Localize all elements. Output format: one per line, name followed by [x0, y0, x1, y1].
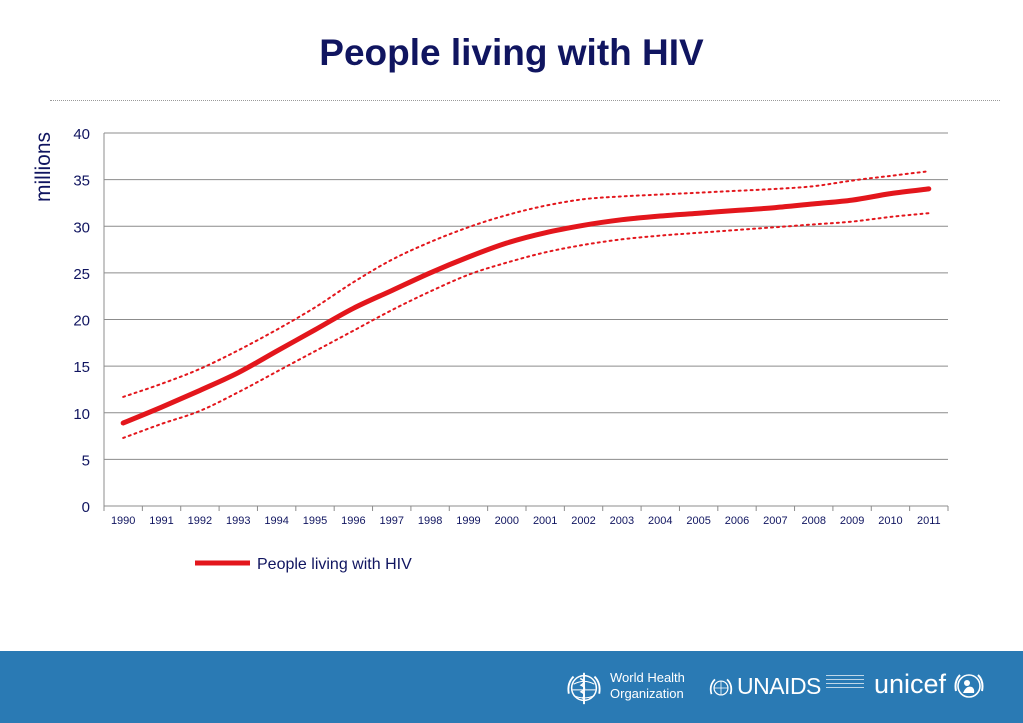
x-tick-label: 1995 [303, 515, 327, 527]
series-upper-bound [122, 170, 930, 398]
legend-label: People living with HIV [257, 556, 412, 573]
x-tick-label: 1991 [149, 515, 173, 527]
unicef-emblem-icon [954, 674, 984, 698]
y-tick-label: 20 [73, 313, 90, 330]
x-tick-label: 1999 [456, 515, 480, 527]
y-tick-label: 15 [73, 359, 90, 376]
x-tick-label: 1994 [264, 515, 288, 527]
x-tick-label: 2003 [610, 515, 634, 527]
tick-labels: 0 5 10 15 20 25 30 35 40 1990 1991 1992 1993 1994 1995… [73, 126, 940, 527]
x-tick-label: 1990 [111, 515, 135, 527]
hiv-line-chart: 0 5 10 15 20 25 30 35 40 1990 1991 1992 1993 1994 1995… [32, 126, 949, 573]
x-tick-label: 1992 [188, 515, 212, 527]
legend: People living with HIV [195, 556, 412, 573]
slide-title: People living with HIV [319, 32, 704, 73]
y-tick-label: 35 [73, 173, 90, 190]
who-emblem-icon [567, 672, 601, 705]
y-tick-label: 40 [73, 126, 90, 143]
who-line-2: Organization [610, 686, 684, 701]
unicef-wordmark: unicef [874, 669, 947, 699]
x-tick-label: 2002 [571, 515, 595, 527]
x-tick-label: 2006 [725, 515, 749, 527]
x-tick-label: 2001 [533, 515, 557, 527]
x-tick-label: 2009 [840, 515, 864, 527]
x-tick-label: 2007 [763, 515, 787, 527]
y-tick-label: 0 [82, 499, 90, 516]
gridlines [104, 132, 948, 460]
series-lower-bound [122, 212, 930, 439]
x-tick-label: 2011 [917, 515, 941, 527]
x-tick-label: 2005 [686, 515, 710, 527]
x-tick-label: 1996 [341, 515, 365, 527]
series-people-living-with-hiv [120, 186, 932, 426]
axes [103, 133, 949, 511]
x-tick-label: 2008 [801, 515, 825, 527]
x-tick-label: 1997 [379, 515, 403, 527]
y-axis-label: millions [32, 132, 55, 202]
x-tick-label: 1998 [418, 515, 442, 527]
footer-bar: World Health Organization UNAIDS unicef [0, 651, 1023, 723]
un-emblem-icon [709, 678, 733, 696]
y-tick-label: 30 [73, 219, 90, 236]
x-tick-label: 2000 [495, 515, 519, 527]
y-tick-label: 10 [73, 406, 90, 423]
x-tick-label: 2004 [648, 515, 672, 527]
who-line-1: World Health [610, 670, 685, 685]
unaids-wordmark: UNAIDS [737, 673, 821, 699]
x-tick-label: 1993 [226, 515, 250, 527]
title-divider [50, 100, 1000, 101]
unaids-member-list [826, 675, 864, 688]
x-tick-label: 2010 [878, 515, 902, 527]
y-tick-label: 5 [82, 452, 90, 469]
series-lines [120, 170, 932, 439]
y-tick-label: 25 [73, 266, 90, 283]
